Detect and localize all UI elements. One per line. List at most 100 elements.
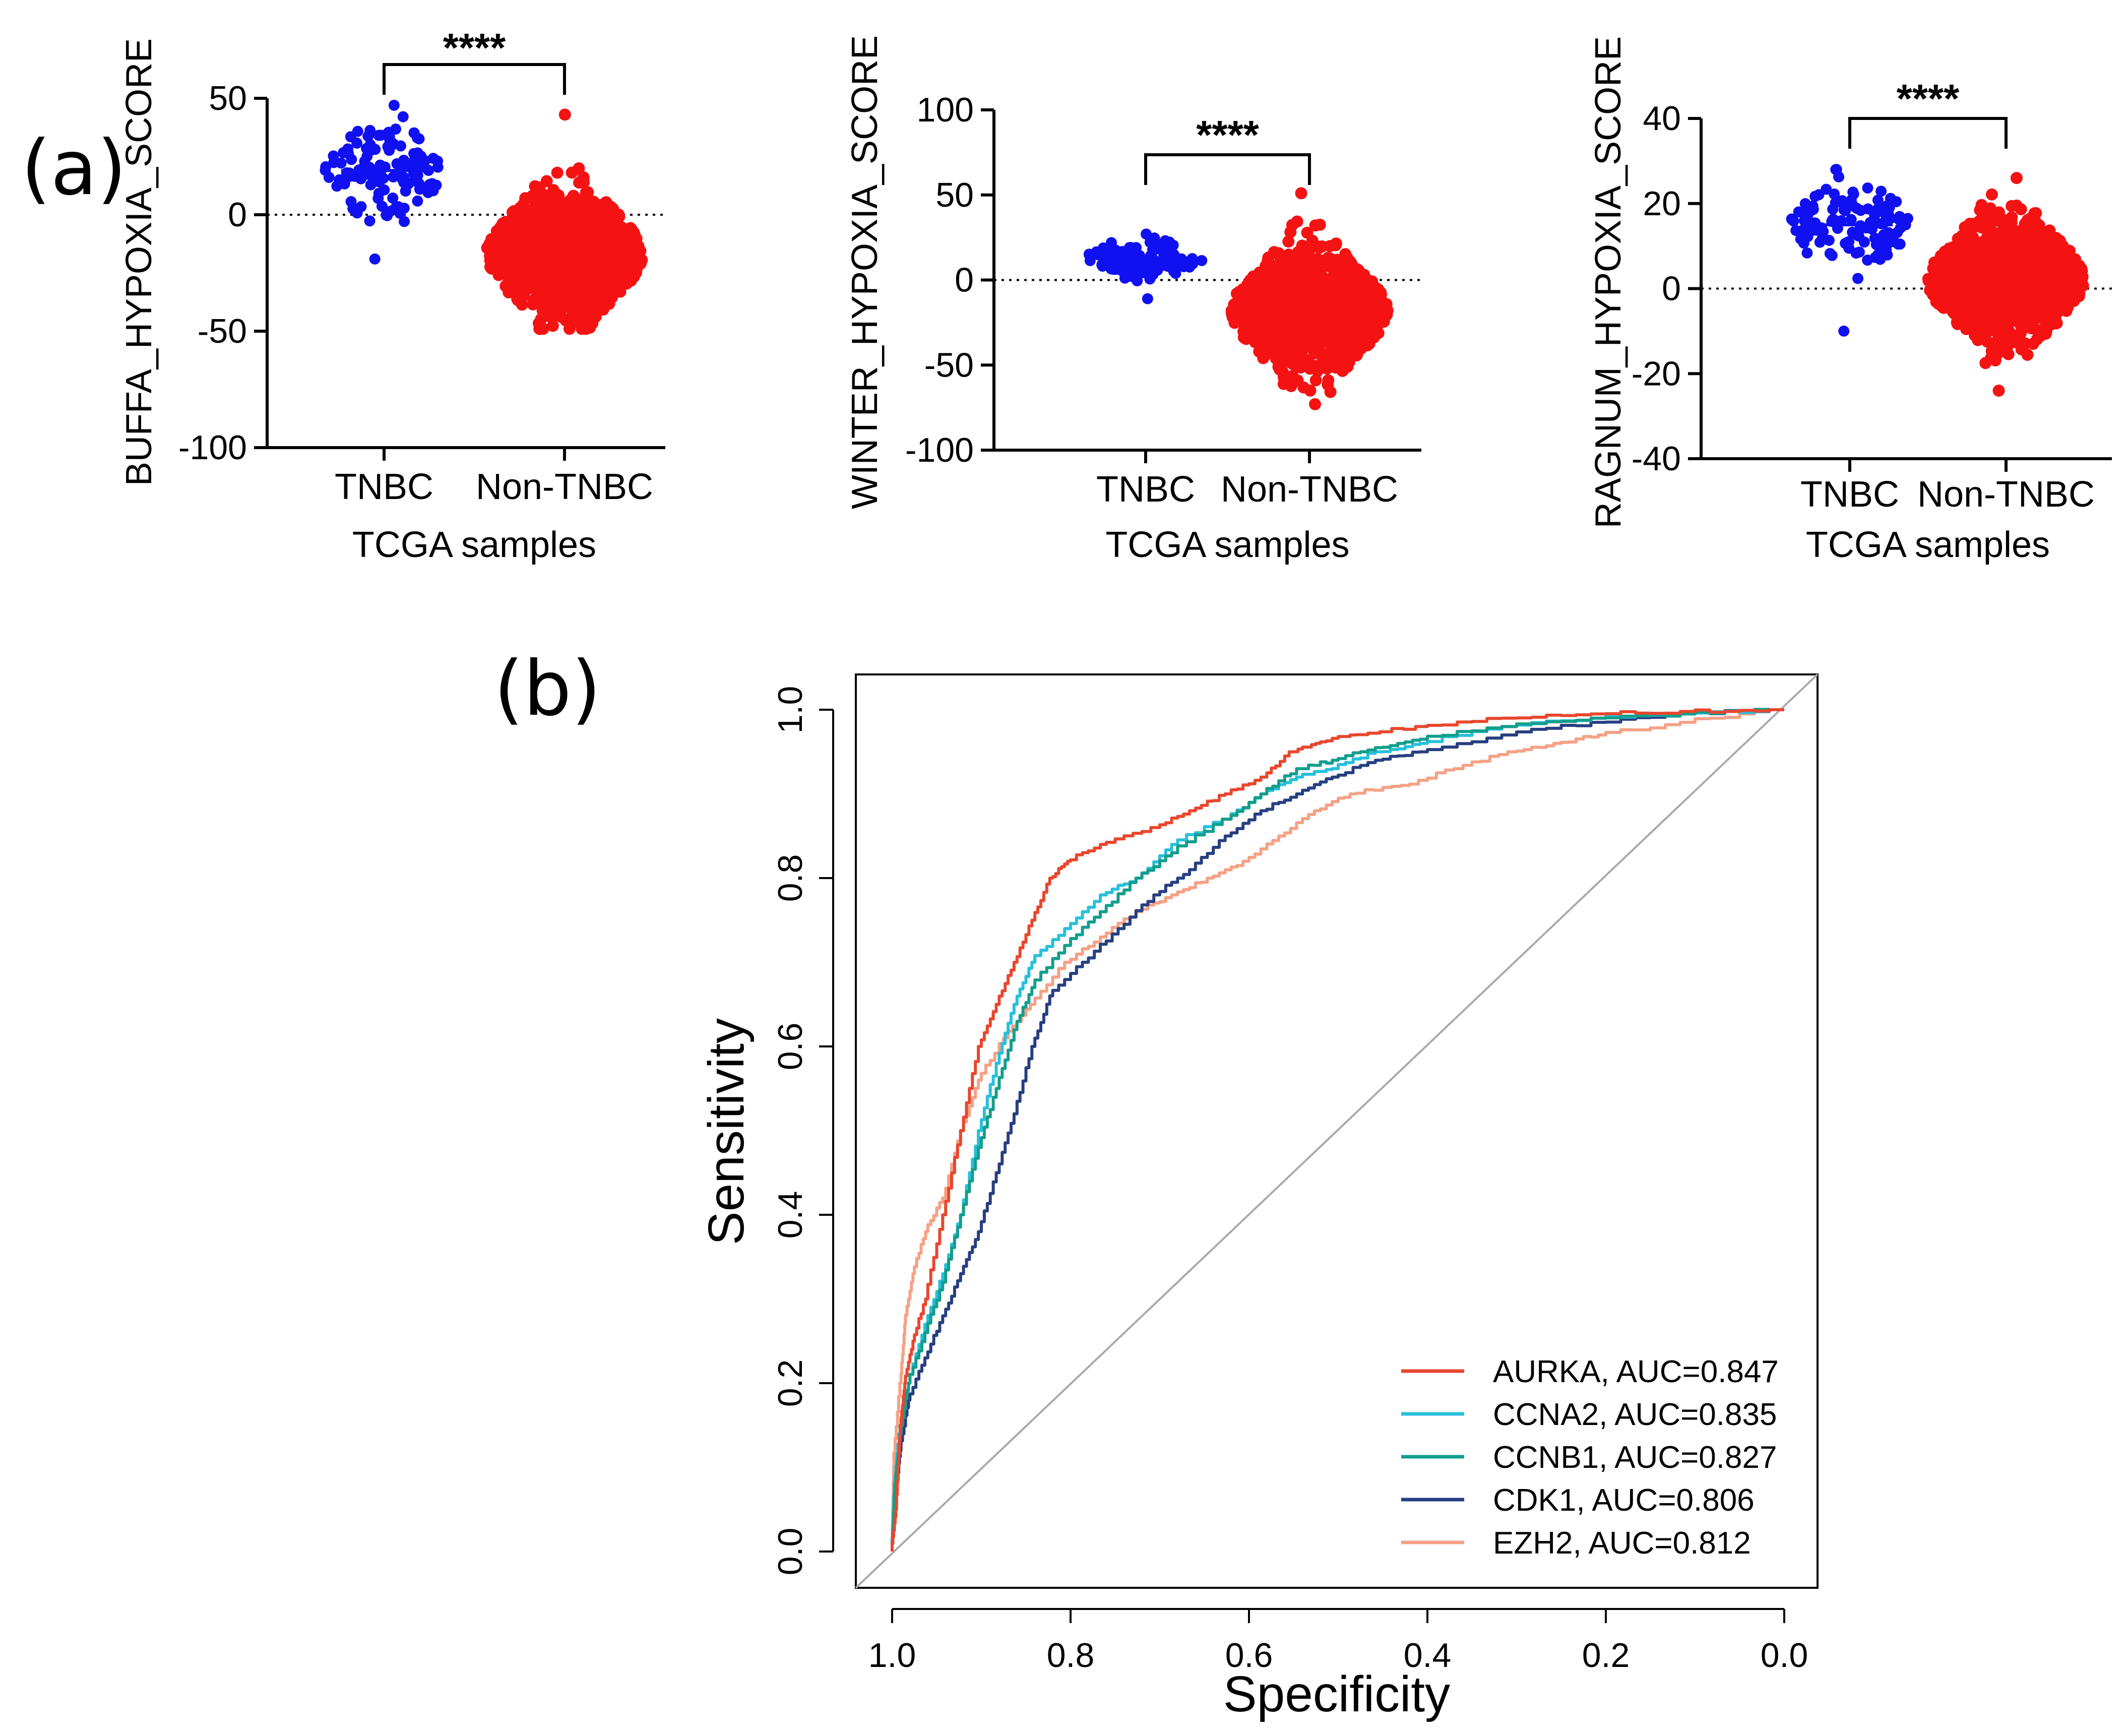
data-point	[541, 220, 554, 232]
data-point	[2027, 338, 2039, 350]
y-tick-label: -50	[924, 346, 974, 384]
data-point	[574, 263, 586, 276]
data-point	[1862, 203, 1874, 215]
data-point	[351, 137, 363, 149]
data-point	[1883, 227, 1894, 238]
data-point	[335, 157, 347, 169]
data-point	[1330, 256, 1343, 269]
legend-label: CDK1, AUC=0.806	[1493, 1483, 1755, 1518]
data-point	[1329, 353, 1342, 365]
data-point	[2060, 258, 2073, 270]
data-point	[552, 228, 565, 240]
data-point	[1968, 253, 1980, 265]
data-point	[504, 223, 516, 235]
data-point	[2071, 290, 2084, 303]
roc-series-aurka	[891, 708, 1784, 1552]
data-point	[2060, 304, 2073, 317]
data-point	[1196, 255, 1208, 266]
data-point	[1960, 296, 1973, 308]
data-point	[1894, 238, 1906, 250]
data-point	[1829, 188, 1840, 200]
data-point	[1793, 206, 1804, 218]
data-point	[532, 317, 545, 330]
data-point	[2016, 255, 2029, 268]
data-point	[396, 173, 408, 184]
data-point	[400, 185, 411, 197]
y-tick-label: -100	[905, 431, 974, 469]
data-point	[1942, 280, 1955, 293]
data-point	[567, 254, 579, 267]
data-point	[347, 203, 359, 215]
y-tick-label: -40	[1632, 440, 1681, 478]
roc-series-ccnb1	[891, 708, 1784, 1552]
data-point	[2032, 229, 2045, 242]
buffa-beeswarm-plot: 50 0 -50 -100 TNBC Non-TNBC TCGA samples BUFFA_…	[119, 25, 665, 565]
data-point	[1241, 280, 1254, 292]
data-point	[1845, 214, 1857, 225]
y-tick-label: 0.0	[771, 1528, 809, 1576]
data-point	[1946, 252, 1958, 265]
y-tick-label: 0.2	[771, 1359, 809, 1407]
plot-frame	[855, 673, 1819, 1589]
data-point	[540, 175, 553, 188]
data-point	[2010, 276, 2023, 288]
data-point	[1350, 349, 1363, 362]
data-point	[361, 143, 372, 154]
winter-beeswarm-plot: 100 50 0 -50 -100 TNBC Non-TNBC TCGA samples WIN…	[845, 35, 1421, 565]
data-point	[2009, 299, 2022, 312]
data-point	[1874, 254, 1886, 265]
data-point	[364, 215, 376, 227]
data-point	[530, 202, 542, 214]
data-point	[352, 126, 363, 137]
data-point	[410, 158, 422, 169]
data-point	[520, 246, 533, 259]
data-point	[342, 171, 353, 183]
data-point	[411, 132, 423, 144]
data-point	[1257, 327, 1270, 340]
data-point	[1156, 260, 1168, 271]
y-tick-label: 0	[955, 261, 974, 299]
legend-label: CCNB1, AUC=0.827	[1493, 1440, 1777, 1475]
x-tick-label: 1.0	[868, 1636, 916, 1675]
significance-stars: ****	[1897, 76, 1960, 121]
diagonal-reference-line	[855, 673, 1819, 1589]
data-point	[1374, 286, 1387, 299]
data-point	[1992, 385, 2005, 397]
data-point	[552, 189, 565, 202]
data-point	[1853, 246, 1865, 258]
data-point	[572, 296, 584, 308]
data-point	[1097, 261, 1108, 272]
data-point	[1341, 353, 1354, 366]
data-point	[1256, 282, 1268, 295]
data-point	[1326, 328, 1339, 341]
data-point	[548, 293, 561, 306]
data-point	[1308, 347, 1321, 359]
data-point	[1315, 358, 1327, 370]
data-point	[495, 224, 508, 236]
data-point	[1821, 183, 1832, 195]
data-point	[536, 290, 549, 302]
data-point	[1862, 182, 1873, 194]
y-tick-label: -20	[1632, 354, 1681, 393]
data-point	[2033, 253, 2046, 266]
data-point	[1279, 334, 1292, 346]
data-point	[1895, 222, 1906, 234]
significance-bracket	[1848, 117, 2008, 149]
y-tick-label: 0.8	[771, 854, 809, 902]
data-point	[331, 180, 343, 192]
data-point	[1803, 203, 1815, 215]
data-point	[558, 108, 571, 121]
data-point	[1962, 306, 1975, 319]
data-point	[423, 165, 434, 176]
data-point	[1295, 187, 1307, 200]
data-point	[1274, 363, 1286, 376]
data-point	[2026, 297, 2039, 310]
data-point	[1331, 302, 1344, 315]
data-point	[1227, 307, 1240, 320]
data-point	[365, 179, 377, 191]
data-point	[555, 259, 568, 271]
data-point	[346, 154, 357, 165]
data-point	[1817, 233, 1828, 245]
data-point	[1965, 232, 1978, 244]
data-point	[529, 180, 541, 193]
